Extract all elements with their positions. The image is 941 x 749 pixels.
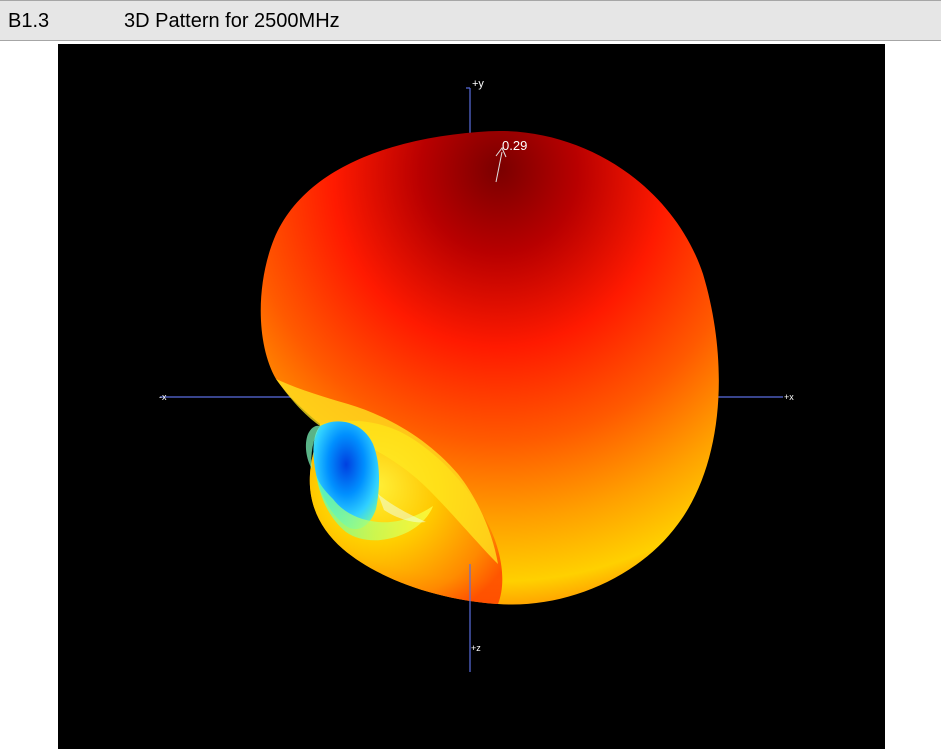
section-title: 3D Pattern for 2500MHz	[124, 10, 340, 32]
axis-label-y-pos: +y	[472, 78, 484, 90]
pattern-null-edge	[305, 425, 320, 469]
max-value-arrowhead	[495, 147, 507, 158]
section-heading: B1.3 3D Pattern for 2500MHz	[0, 0, 941, 41]
max-value-label: 0.29	[502, 138, 527, 153]
axis-label-z-pos: +z	[471, 643, 481, 653]
section-number: B1.3	[8, 10, 50, 32]
max-value-arrow	[495, 151, 503, 183]
pattern-3d-view: 0.29 +y -x +x +z	[58, 44, 885, 749]
axis-label-x-neg: -x	[159, 392, 167, 402]
pattern-canvas: 0.29 +y -x +x +z	[159, 78, 794, 672]
axis-label-x-pos: +x	[784, 392, 794, 402]
pattern-null-rim	[316, 474, 433, 541]
pattern-specular	[378, 494, 426, 523]
